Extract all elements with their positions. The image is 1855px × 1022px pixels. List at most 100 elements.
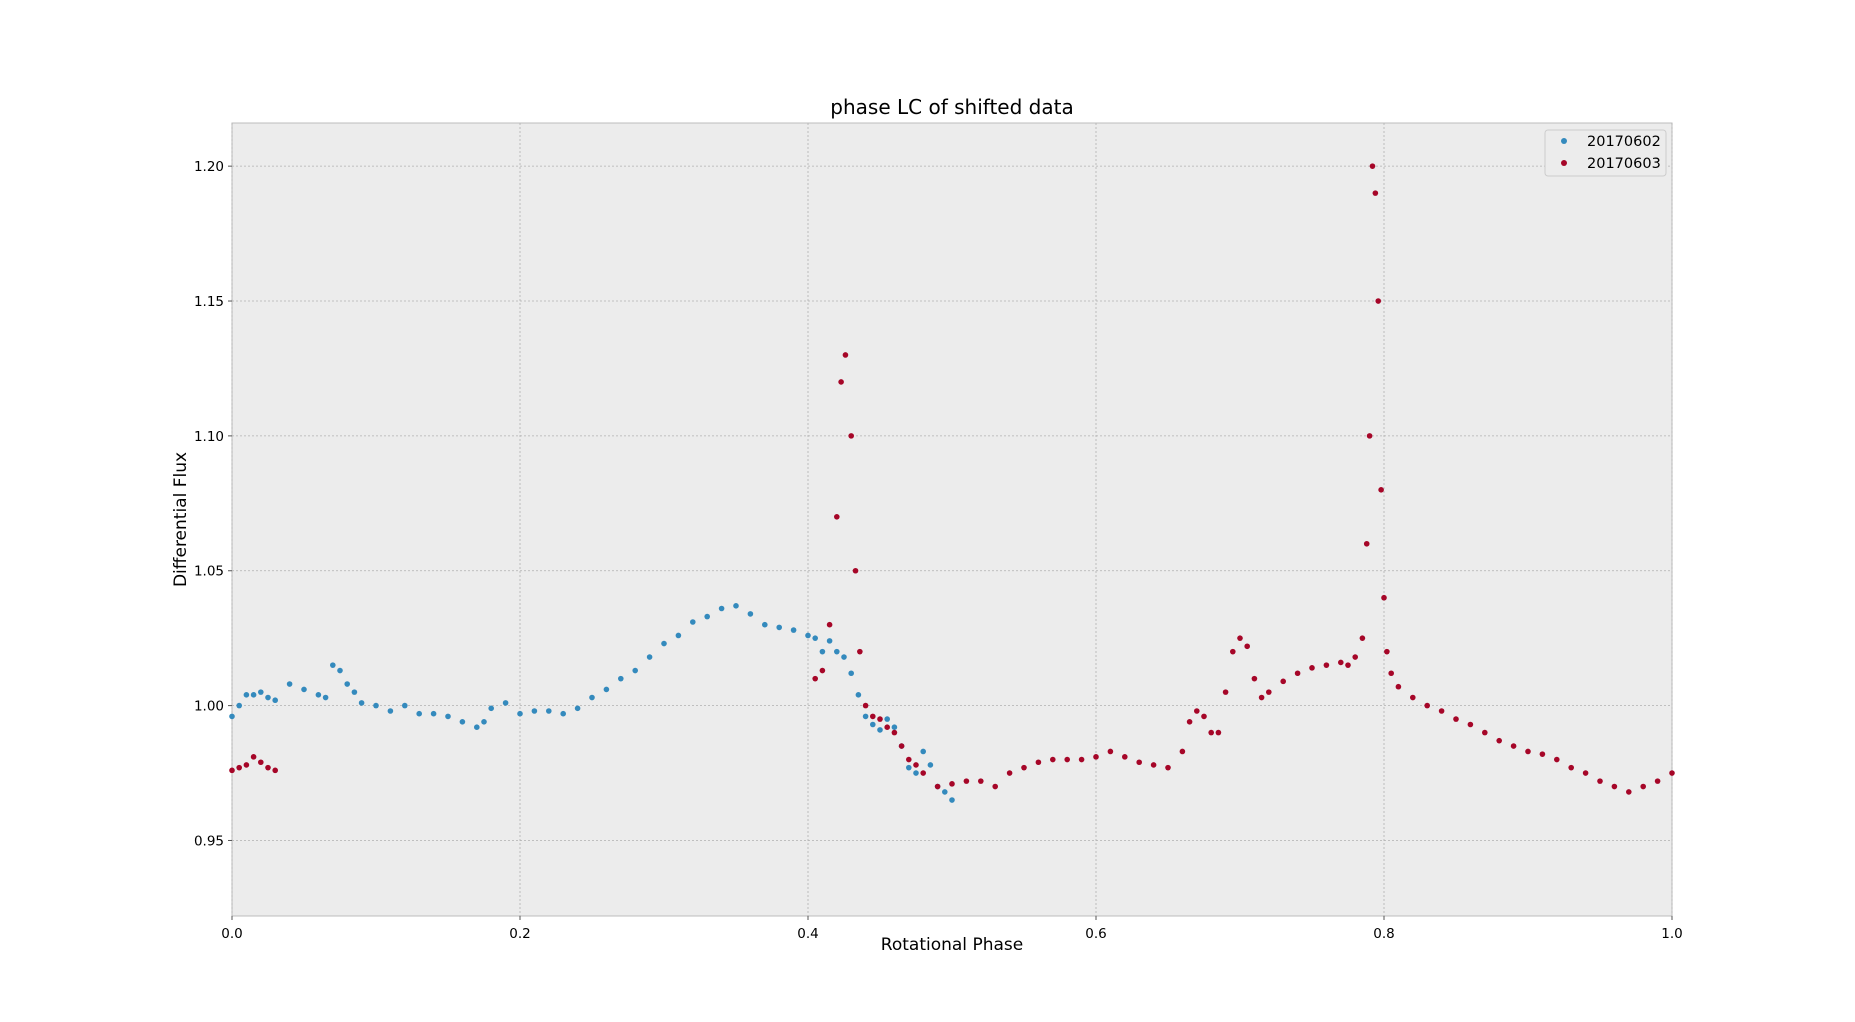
data-point [891,724,898,730]
data-point [920,770,926,776]
data-point [632,667,638,674]
y-axis-ticks: 0.95 1.00 1.05 1.10 1.15 1.20 [194,159,232,849]
data-point [877,716,883,722]
data-point [344,681,351,687]
data-point [1654,778,1661,784]
data-point [690,619,696,625]
data-point [1136,759,1142,766]
data-point [236,702,242,709]
data-point [733,603,739,609]
data-point [852,567,859,574]
data-point [978,778,984,784]
data-point [243,762,250,768]
data-point [675,632,682,639]
data-point [1366,433,1373,439]
data-point [1467,721,1474,728]
data-point [351,689,358,695]
data-point [1510,743,1517,749]
data-point [1554,756,1560,763]
data-point [272,767,279,774]
data-point [574,705,581,712]
data-point [661,640,667,647]
data-point [1384,648,1390,655]
y-tick-label: 1.10 [194,429,224,445]
data-point [1410,694,1416,701]
data-point [229,713,235,720]
data-point [560,710,566,717]
data-point [1582,770,1589,776]
data-point [790,627,797,633]
data-point [1525,748,1531,755]
data-point [870,713,876,720]
x-axis-ticks: 0.0 0.2 0.4 0.6 0.8 1.0 [221,916,1683,942]
data-point [1381,594,1387,601]
data-point [826,638,833,644]
axes-background [231,122,1673,917]
legend: 20170602 20170603 [1544,129,1667,177]
y-tick-label: 1.00 [194,699,224,715]
data-point [848,670,854,677]
data-point [819,667,826,674]
data-point [459,718,466,725]
data-point [862,702,869,709]
legend-marker-20170602 [1561,138,1567,144]
data-point [330,662,336,668]
y-tick-label: 1.05 [194,564,224,580]
data-point [322,694,329,701]
data-point [250,754,257,760]
data-point [949,797,955,803]
data-point [857,648,863,655]
data-point [1150,762,1157,768]
data-point [747,611,754,617]
data-point [1122,754,1128,760]
data-point [603,686,610,693]
data-point [1669,770,1675,776]
data-point [1237,635,1243,641]
data-point [1201,713,1207,720]
x-tick-label: 0.4 [797,926,818,942]
data-point [272,697,279,704]
chart-title: phase LC of shifted data [830,95,1073,119]
data-point [1093,754,1099,760]
data-point [718,605,725,612]
legend-box [1544,129,1667,177]
data-point [884,716,890,722]
data-point [1186,718,1193,725]
data-point [517,710,523,717]
data-point [906,764,912,771]
data-point [1611,783,1618,790]
data-point [1006,770,1013,776]
data-point [862,713,869,720]
data-point [1050,756,1056,763]
data-point [992,783,998,790]
data-point [402,702,408,709]
data-point [358,700,365,706]
data-point [250,692,257,698]
data-point [1208,729,1214,736]
x-tick-label: 0.0 [221,926,242,942]
data-point [502,700,509,706]
data-point [805,632,811,639]
x-tick-label: 0.6 [1085,926,1106,942]
data-point [1438,708,1445,714]
data-point [1179,748,1186,755]
data-point [258,759,264,766]
data-point [646,654,653,660]
data-point [812,635,818,641]
data-point [445,713,451,720]
data-point [546,708,552,714]
data-point [531,708,538,714]
data-point [963,778,970,784]
data-point [898,743,905,749]
data-point [1378,487,1384,493]
data-point [913,770,919,776]
data-point [704,613,710,620]
data-point [927,762,934,768]
y-tick-label: 1.15 [194,294,224,310]
x-axis-label: Rotational Phase [881,935,1023,955]
data-point [589,694,595,701]
data-point [416,710,423,717]
data-point [1372,190,1379,196]
data-point [474,724,480,730]
